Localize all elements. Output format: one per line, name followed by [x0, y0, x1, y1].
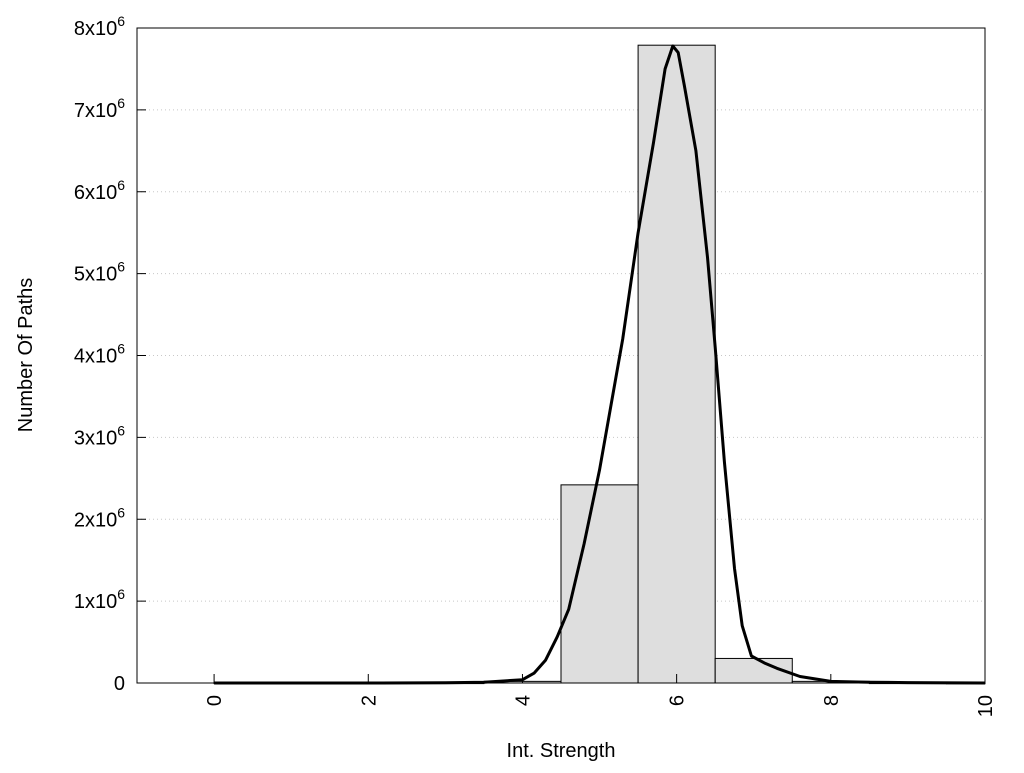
x-axis-label: Int. Strength — [507, 740, 616, 762]
fit-curve — [214, 44, 986, 685]
y-tick-label: 4x106 — [74, 341, 125, 368]
y-tick-label: 2x106 — [74, 504, 125, 531]
y-axis-ticks: 0 1x106 2x106 3x106 4x106 5x106 6x106 7x106 8x10… — [74, 13, 146, 695]
bars — [213, 44, 986, 685]
x-tick-label: 6 — [667, 695, 689, 706]
y-tick-label: 0 — [114, 673, 125, 695]
x-tick-label: 8 — [821, 695, 843, 706]
bar — [560, 484, 639, 684]
x-tick-label: 4 — [512, 695, 534, 706]
bar — [637, 44, 716, 684]
y-tick-label: 1x106 — [74, 586, 125, 613]
y-tick-label: 7x106 — [74, 95, 125, 122]
y-tick-label: 3x106 — [74, 422, 125, 449]
x-axis-ticks: 0 2 4 6 8 10 — [204, 674, 997, 717]
y-tick-label: 8x106 — [74, 13, 125, 40]
x-tick-label: 10 — [975, 695, 997, 717]
x-tick-label: 0 — [204, 695, 226, 706]
y-tick-label: 6x106 — [74, 177, 125, 204]
y-axis-label: Number Of Paths — [15, 278, 37, 433]
y-tick-label: 5x106 — [74, 259, 125, 286]
x-tick-label: 2 — [358, 695, 380, 706]
